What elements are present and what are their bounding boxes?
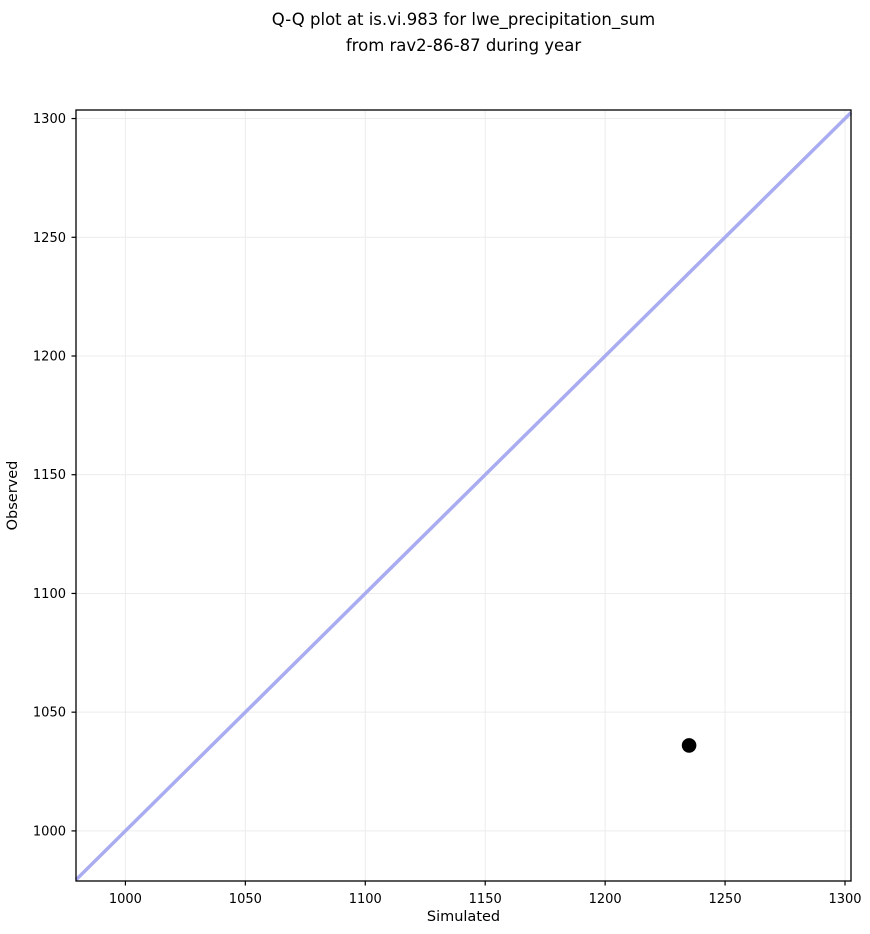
data-points bbox=[681, 738, 697, 753]
x-tick-label: 1300 bbox=[828, 892, 861, 907]
y-tick-labels: 1000 1050 1100 1150 1200 1250 1300 bbox=[33, 112, 66, 839]
x-tick-labels: 1000 1050 1100 1150 1200 1250 1300 bbox=[109, 892, 862, 907]
y-axis-label: Observed bbox=[5, 461, 21, 531]
data-point bbox=[681, 738, 697, 753]
plot-frame bbox=[75, 109, 852, 882]
x-tick-label: 1050 bbox=[229, 892, 262, 907]
y-tick-label: 1150 bbox=[33, 468, 66, 483]
y-tick-label: 1200 bbox=[33, 349, 66, 364]
chart-title-line2: from rav2-86-87 during year bbox=[345, 36, 582, 55]
x-tick-label: 1250 bbox=[709, 892, 742, 907]
x-axis-label: Simulated bbox=[427, 909, 500, 925]
grid-lines bbox=[76, 110, 851, 881]
axis-ticks bbox=[71, 117, 846, 886]
x-tick-label: 1150 bbox=[469, 892, 502, 907]
identity-line bbox=[74, 111, 853, 882]
chart-title: Q-Q plot at is.vi.983 for lwe_precipitat… bbox=[76, 7, 851, 59]
y-tick-label: 1250 bbox=[33, 231, 66, 246]
y-tick-label: 1300 bbox=[33, 112, 66, 127]
chart-title-line1: Q-Q plot at is.vi.983 for lwe_precipitat… bbox=[271, 10, 656, 29]
y-tick-label: 1050 bbox=[33, 706, 66, 721]
x-tick-label: 1200 bbox=[589, 892, 622, 907]
x-tick-label: 1100 bbox=[349, 892, 382, 907]
identity-line-group bbox=[74, 111, 853, 882]
x-tick-label: 1000 bbox=[109, 892, 142, 907]
y-tick-label: 1000 bbox=[33, 824, 66, 839]
y-tick-label: 1100 bbox=[33, 587, 66, 602]
